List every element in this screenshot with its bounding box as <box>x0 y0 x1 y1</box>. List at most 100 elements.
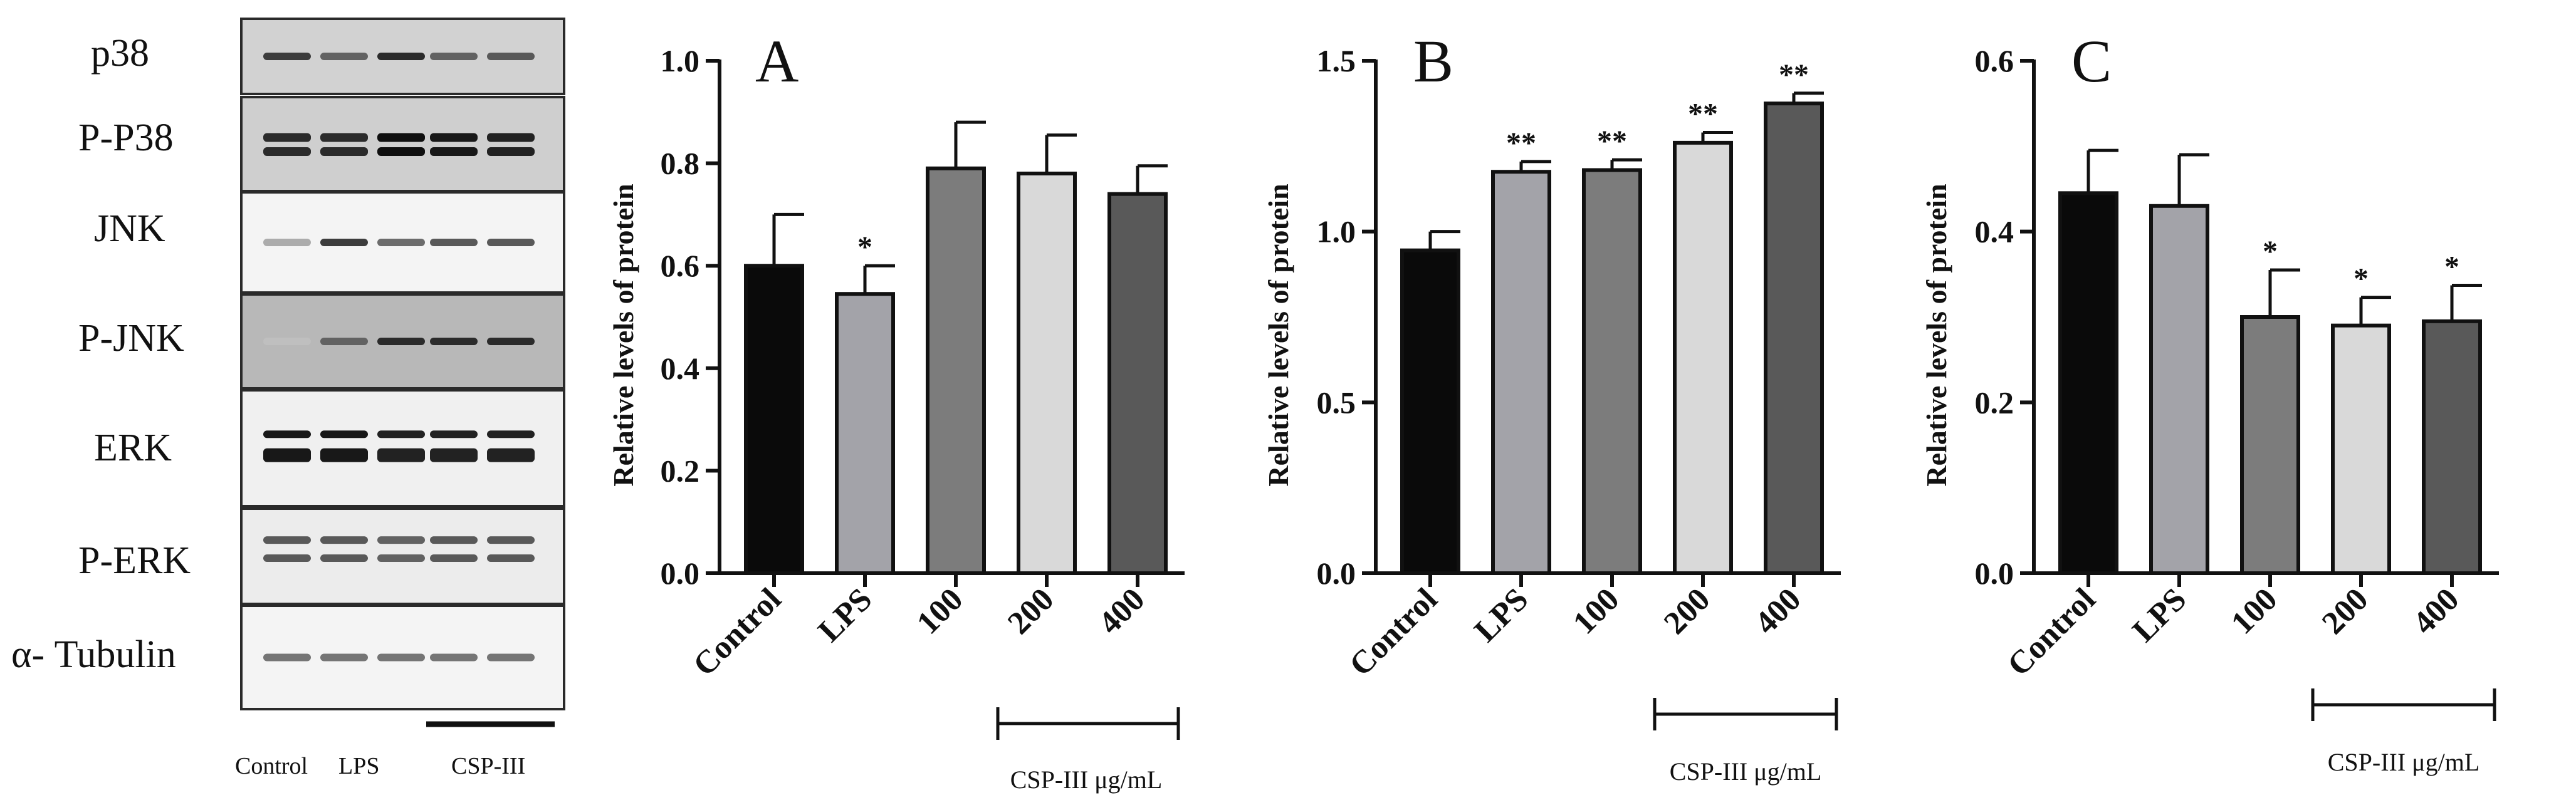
bar-400 <box>2422 319 2482 575</box>
bracket-label: CSP-III μg/mL <box>1670 757 1822 786</box>
blot-band <box>377 53 425 60</box>
blot-band <box>430 239 478 246</box>
y-tick-label: 0.0 <box>661 556 700 591</box>
blot-row-label: P-JNK <box>78 317 184 360</box>
y-tick-label: 0.4 <box>1975 214 2014 249</box>
y-tick-label: 0.4 <box>661 351 700 386</box>
blot-band <box>377 653 425 662</box>
bar-200 <box>1673 140 1733 575</box>
blot-band <box>430 653 478 662</box>
blot-band <box>487 53 535 60</box>
blot-row-label: ERK <box>94 427 172 469</box>
x-tick-label: LPS <box>1468 581 1536 649</box>
x-tick-label: Control <box>1343 581 1444 683</box>
significance-marker: ** <box>1506 127 1536 160</box>
bar-100 <box>926 166 986 575</box>
blot-band <box>320 430 368 439</box>
blot-row-label: P-P38 <box>78 117 174 159</box>
lane-label-control: Control <box>235 753 308 779</box>
y-axis-title: Relative levels of protein <box>607 184 639 486</box>
panel-letter-a: A <box>755 28 798 95</box>
blot-band <box>430 430 478 439</box>
bar-200 <box>1017 171 1077 575</box>
y-tick-label: 0.2 <box>1975 385 2014 420</box>
bracket-label: CSP-III μg/mL <box>1010 766 1163 794</box>
bar-100 <box>1582 168 1642 575</box>
bar-lps <box>1491 170 1551 575</box>
blot-band <box>263 133 311 142</box>
blot-band <box>320 338 368 345</box>
x-tick-label: LPS <box>812 581 879 649</box>
western-blot-panel: p38 P-P38 JNK P-JNK ERK P-ERK α- Tubulin… <box>11 18 565 779</box>
x-tick-label: 400 <box>1092 581 1151 641</box>
y-tick-label: 0.5 <box>1317 385 1356 420</box>
blot-band <box>320 133 368 142</box>
blot-band <box>377 554 425 563</box>
blot-band <box>263 430 311 439</box>
bar-200 <box>2331 323 2391 576</box>
blot-band <box>487 554 535 563</box>
blot-band <box>377 147 425 156</box>
bar-control <box>744 264 804 575</box>
significance-marker: ** <box>1779 58 1809 91</box>
blot-band <box>430 133 478 142</box>
blot-band <box>487 338 535 345</box>
bar-chart-b: B Relative levels of protein CSP-III μg/… <box>1262 28 1841 786</box>
blot-band <box>377 448 425 462</box>
bar-lps <box>835 292 895 575</box>
blot-band <box>487 448 535 462</box>
blot-band <box>320 53 368 60</box>
y-tick-label: 0.2 <box>661 453 700 488</box>
blot-band <box>320 554 368 563</box>
blot-row-label: JNK <box>94 207 165 250</box>
x-tick-label: Control <box>686 581 788 683</box>
blot-band <box>263 653 311 662</box>
blot-row-label: p38 <box>91 32 149 75</box>
significance-marker: * <box>857 231 872 264</box>
blot-strip <box>240 389 565 507</box>
bar-control <box>1400 248 1460 576</box>
blot-strips <box>240 18 565 710</box>
blot-band <box>430 147 478 156</box>
blot-band <box>487 653 535 662</box>
blot-row-label: α- Tubulin <box>11 633 176 676</box>
blot-band <box>430 448 478 462</box>
blot-band <box>263 147 311 156</box>
significance-marker: ** <box>1688 98 1718 131</box>
blot-band <box>430 53 478 60</box>
blot-band <box>377 239 425 246</box>
blot-band <box>377 338 425 345</box>
y-tick-label: 0.8 <box>661 146 700 181</box>
y-tick-label: 0.0 <box>1317 556 1356 591</box>
bar-lps <box>2149 204 2209 575</box>
blot-band <box>377 536 425 544</box>
x-tick-label: Control <box>2001 581 2102 683</box>
y-tick-label: 1.0 <box>661 43 700 78</box>
bar-100 <box>2240 315 2300 575</box>
blot-row-label: P-ERK <box>78 539 191 582</box>
y-axis-title: Relative levels of protein <box>1262 184 1294 486</box>
x-tick-label: 100 <box>2224 581 2284 641</box>
x-tick-label: 400 <box>2406 581 2466 641</box>
y-axis-title: Relative levels of protein <box>1920 184 1952 486</box>
significance-marker: * <box>2263 235 2278 268</box>
lane-label-csp: CSP-III <box>451 753 525 779</box>
blot-band <box>263 239 311 246</box>
blot-band <box>320 448 368 462</box>
blot-band <box>377 133 425 142</box>
x-tick-label: 400 <box>1748 581 1808 641</box>
blot-band <box>487 536 535 544</box>
blot-band <box>430 338 478 345</box>
bar-400 <box>1764 101 1824 575</box>
blot-band <box>430 536 478 544</box>
bar-chart-c: C Relative levels of protein CSP-III μg/… <box>1920 28 2499 776</box>
x-tick-label: LPS <box>2126 581 2194 649</box>
blot-band <box>487 133 535 142</box>
blot-band <box>263 536 311 544</box>
y-tick-label: 0.0 <box>1975 556 2014 591</box>
x-tick-label: 200 <box>2315 581 2375 641</box>
blot-band <box>263 448 311 462</box>
bar-chart-a: A Relative levels of protein CSP-III μg/… <box>607 28 1185 794</box>
blot-band <box>263 53 311 60</box>
